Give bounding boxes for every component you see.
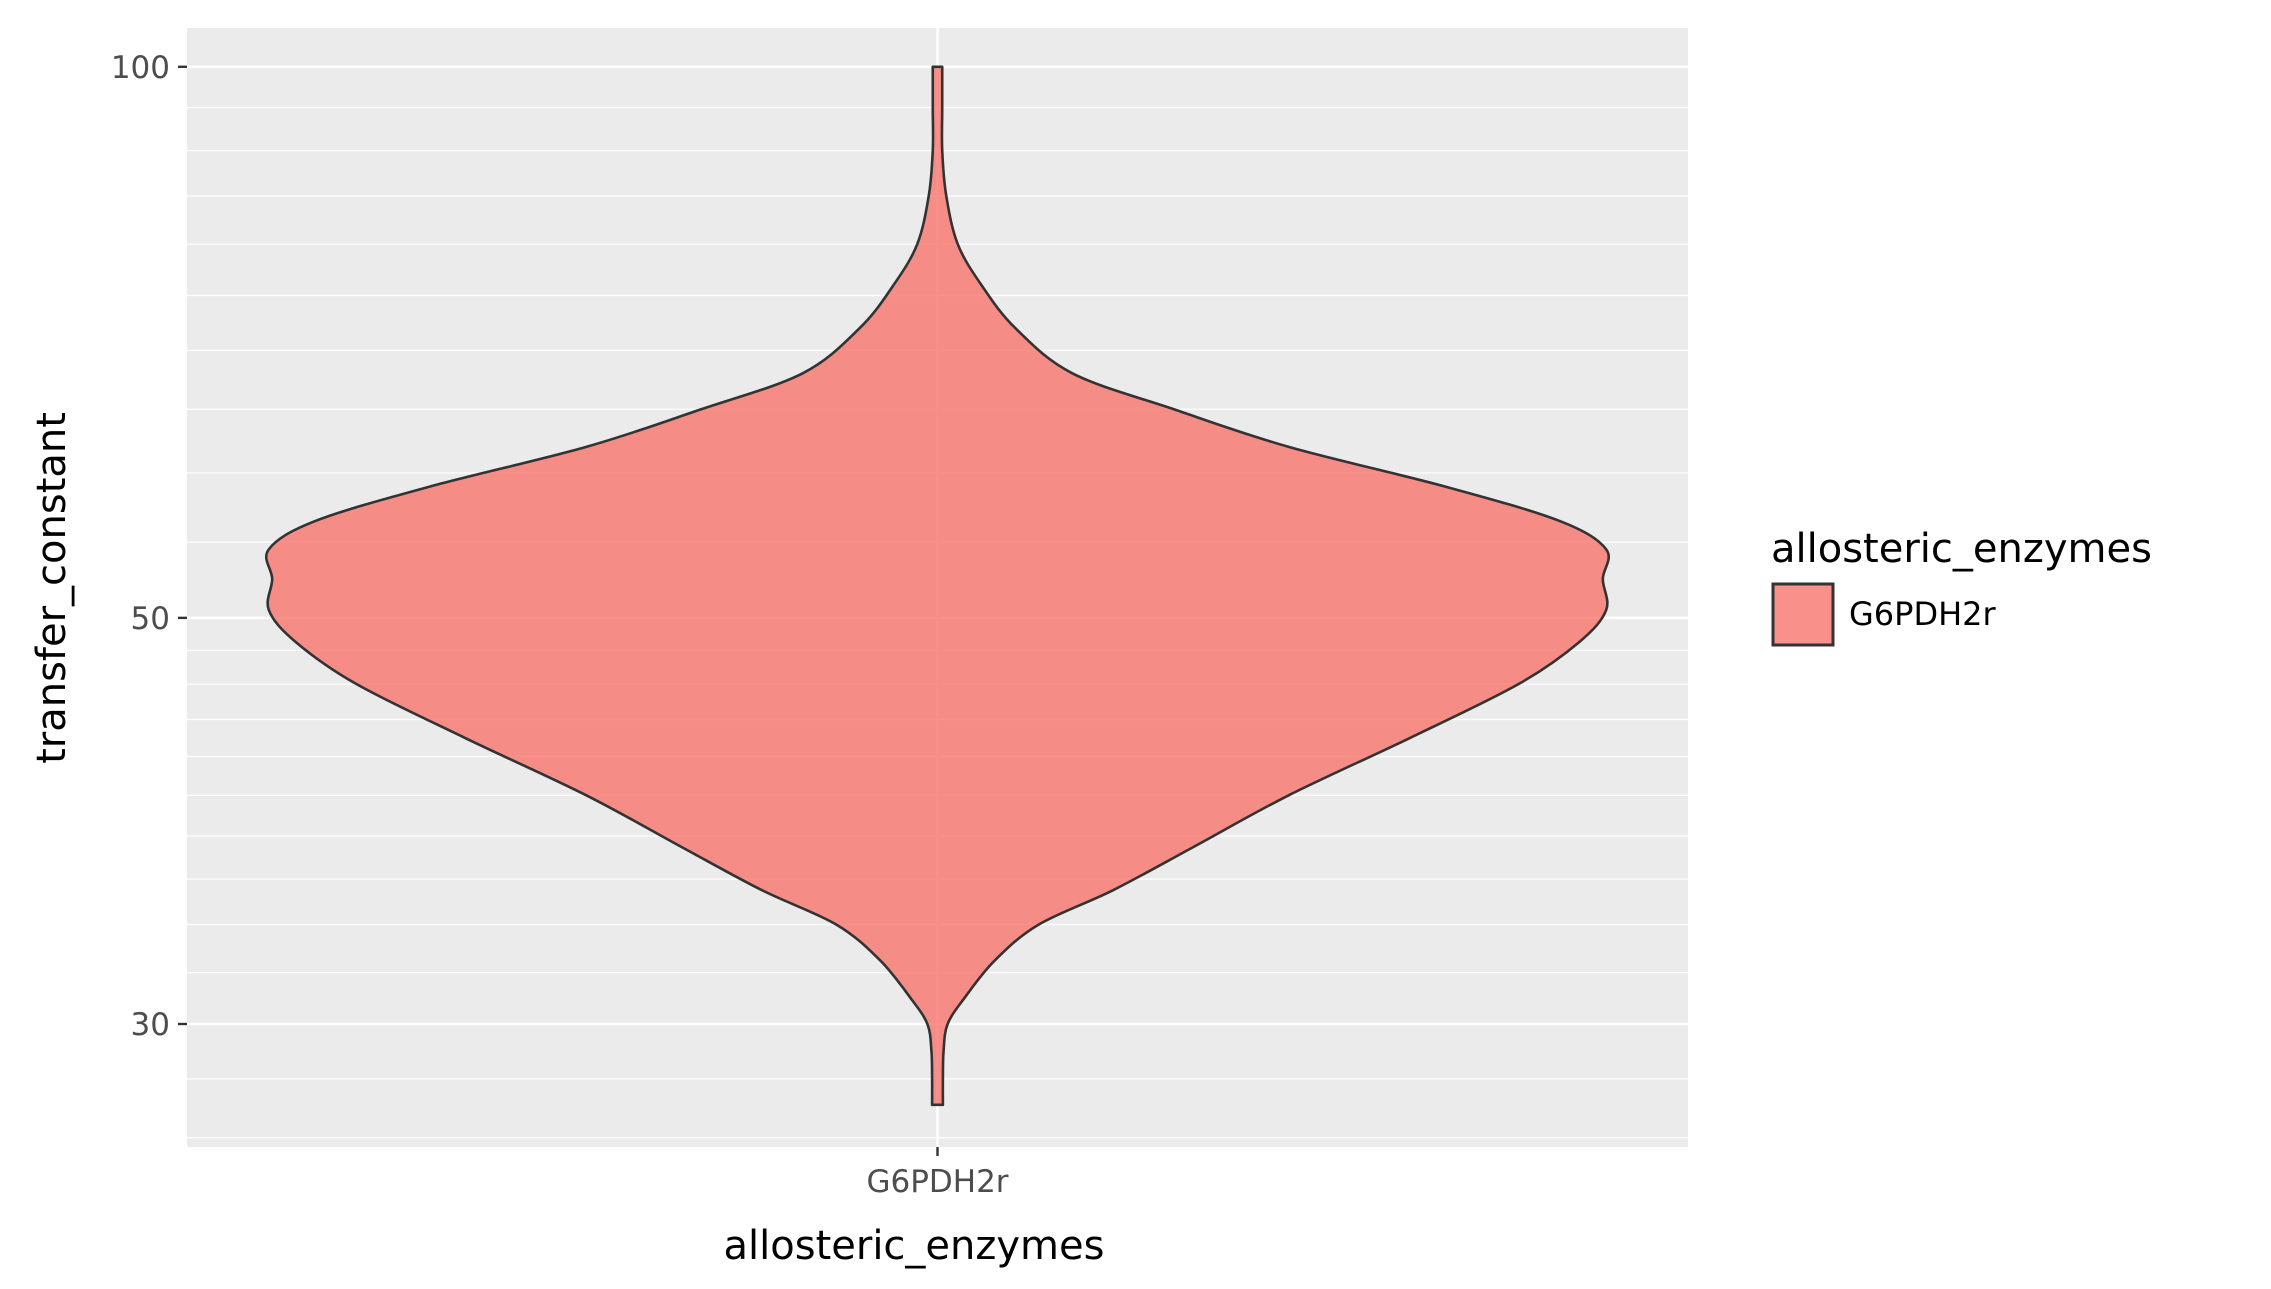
x-axis-title: allosteric_enzymes bbox=[724, 1223, 1105, 1269]
legend-title: allosteric_enzymes bbox=[1771, 526, 2152, 572]
legend-label: G6PDH2r bbox=[1849, 595, 1997, 633]
x-axis: G6PDH2r bbox=[866, 1147, 1009, 1200]
violin-G6PDH2r bbox=[264, 65, 1611, 1107]
y-axis-title: transfer_constant bbox=[29, 412, 75, 764]
y-tick-label: 100 bbox=[111, 50, 170, 86]
x-tick-label: G6PDH2r bbox=[866, 1164, 1008, 1200]
y-tick-label: 30 bbox=[131, 1007, 170, 1043]
legend: allosteric_enzymes G6PDH2r bbox=[1771, 526, 2152, 647]
y-tick-label: 50 bbox=[131, 601, 170, 637]
violin-layer bbox=[264, 65, 1611, 1107]
y-axis: 30 50 100 bbox=[111, 50, 187, 1043]
legend-key bbox=[1771, 582, 1835, 647]
